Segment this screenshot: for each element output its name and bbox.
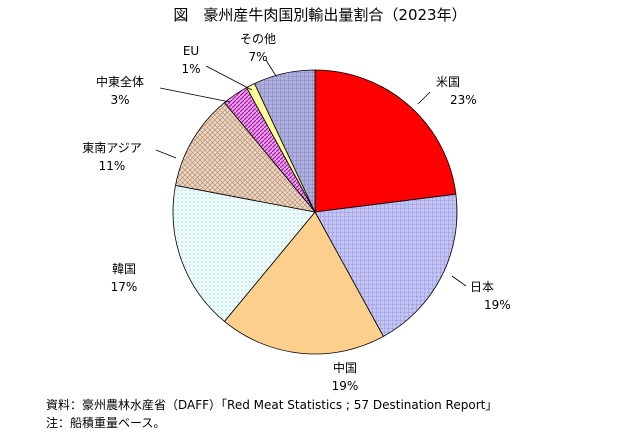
pie-slice-3: [223, 211, 384, 355]
slice-percent-1: 23%: [450, 93, 477, 107]
leader-line-5: [155, 149, 177, 159]
slice-label-5: 東南アジア: [82, 140, 142, 155]
footnote: 注：船積重量ベース。: [46, 416, 166, 430]
pie-slice-5: [175, 102, 317, 213]
pie-slice-1: [314, 69, 457, 213]
slice-percent-4: 17%: [111, 280, 138, 294]
leader-line-6: [159, 87, 231, 103]
slice-label-3: 中国: [333, 360, 357, 375]
leader-line-1: [417, 91, 431, 105]
source-note: 資料：豪州農林水産省（DAFF）「Red Meat Statistics ; 5…: [46, 398, 498, 412]
leader-line-8: [265, 59, 277, 77]
slice-label-8: その他: [240, 32, 276, 46]
slice-percent-6: 3%: [110, 93, 129, 107]
slice-label-2: 日本: [470, 280, 494, 294]
slice-percent-3: 19%: [332, 379, 359, 393]
pie-slice-2: [314, 193, 458, 337]
chart-title: 図 豪州産牛肉国別輸出量割合（2023年）: [173, 6, 467, 24]
pie-slice-4: [172, 184, 316, 322]
pie-slice-8: [254, 69, 316, 213]
slice-percent-5: 11%: [99, 159, 126, 173]
slice-label-1: 米国: [436, 75, 460, 89]
slice-label-6: 中東全体: [96, 74, 144, 89]
slice-percent-7: 1%: [181, 62, 200, 76]
slice-percent-2: 19%: [484, 298, 511, 312]
leader-line-2: [451, 275, 467, 287]
slice-percent-8: 7%: [248, 50, 267, 64]
slice-label-7: EU: [183, 44, 199, 58]
slice-label-4: 韓国: [112, 262, 136, 276]
leader-line-7: [205, 65, 253, 91]
